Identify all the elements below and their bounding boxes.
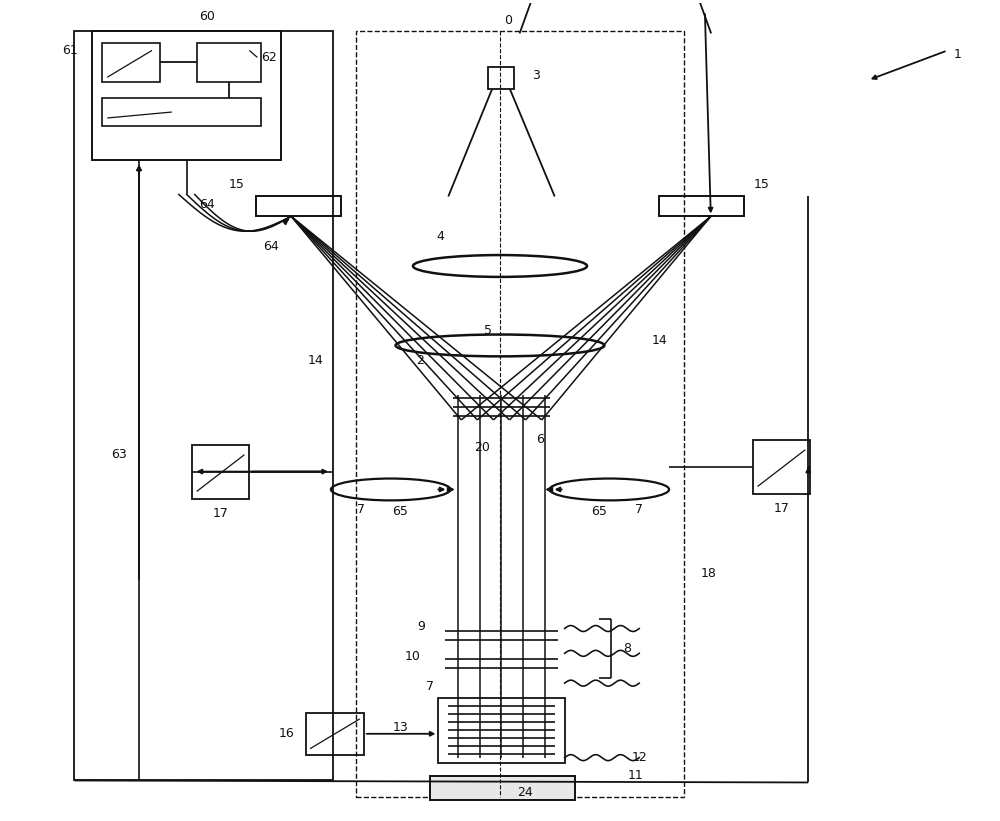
- Text: 20: 20: [474, 441, 490, 454]
- Text: 5: 5: [484, 324, 492, 337]
- Text: 61: 61: [63, 44, 78, 57]
- Text: 13: 13: [393, 722, 408, 734]
- Bar: [102, 43, 160, 82]
- Bar: [488, 67, 514, 89]
- Text: 7: 7: [357, 502, 365, 516]
- Text: 63: 63: [111, 448, 127, 461]
- Text: 14: 14: [651, 334, 667, 347]
- Text: 7: 7: [426, 680, 434, 693]
- Text: 4: 4: [436, 230, 444, 243]
- Text: 65: 65: [592, 505, 607, 518]
- Text: 65: 65: [393, 505, 408, 518]
- Text: 0: 0: [504, 14, 512, 27]
- Text: 60: 60: [199, 10, 215, 23]
- Text: 1: 1: [954, 48, 961, 61]
- Bar: [306, 713, 364, 754]
- Text: 18: 18: [701, 567, 717, 580]
- Text: 64: 64: [263, 240, 279, 253]
- Text: 15: 15: [754, 178, 769, 191]
- Text: 2: 2: [417, 354, 424, 367]
- Text: 12: 12: [631, 751, 647, 764]
- Bar: [356, 30, 684, 797]
- Bar: [438, 698, 565, 763]
- Text: 10: 10: [405, 650, 420, 663]
- Text: 24: 24: [517, 786, 533, 799]
- Bar: [659, 196, 744, 216]
- Text: 64: 64: [199, 198, 215, 211]
- Bar: [92, 30, 281, 160]
- Text: 7: 7: [635, 502, 643, 516]
- Bar: [74, 30, 333, 781]
- Bar: [753, 440, 810, 494]
- Text: 17: 17: [773, 502, 789, 515]
- Text: 11: 11: [627, 769, 643, 782]
- Text: 3: 3: [532, 69, 540, 82]
- Text: 62: 62: [261, 51, 277, 64]
- Text: 16: 16: [278, 727, 294, 741]
- Bar: [197, 43, 261, 82]
- Bar: [256, 196, 341, 216]
- Bar: [192, 445, 249, 499]
- Text: 9: 9: [418, 620, 425, 633]
- Text: 15: 15: [229, 178, 244, 191]
- Bar: [102, 99, 261, 126]
- Text: 14: 14: [308, 354, 324, 367]
- Text: 6: 6: [536, 433, 544, 447]
- Text: 17: 17: [213, 507, 228, 520]
- Text: 8: 8: [623, 642, 631, 655]
- Bar: [430, 776, 575, 800]
